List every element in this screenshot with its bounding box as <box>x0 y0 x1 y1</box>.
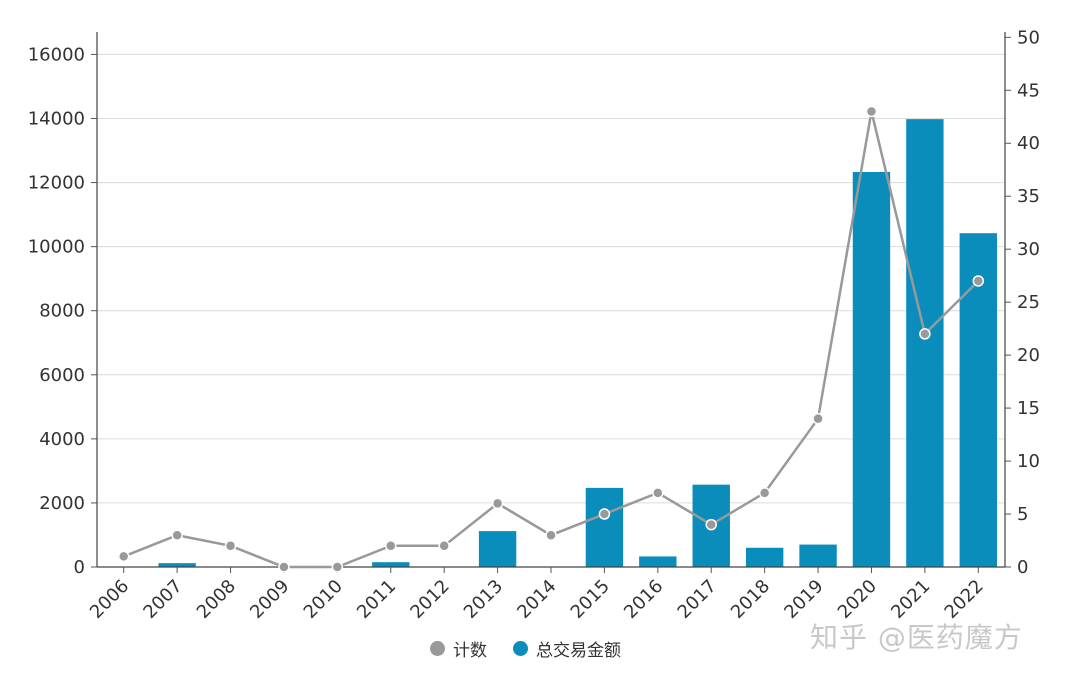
legend-dot-amount-icon <box>513 641 528 656</box>
count-point <box>865 105 878 118</box>
y-left-tick-label: 4000 <box>39 429 85 450</box>
count-point <box>278 561 290 573</box>
bar <box>799 544 837 567</box>
bar <box>745 547 784 567</box>
bar <box>639 556 677 567</box>
y-left-tick-label: 0 <box>74 557 85 578</box>
bar <box>585 487 624 567</box>
legend-label-count: 计数 <box>453 641 487 661</box>
grid-lines <box>97 53 1005 504</box>
y-right-tick-label: 5 <box>1017 504 1028 525</box>
x-tick-label: 2017 <box>674 576 721 623</box>
y-left-tick-label: 12000 <box>28 173 85 194</box>
x-tick-label: 2014 <box>513 576 560 623</box>
y-left-tick-label: 2000 <box>39 493 85 514</box>
y-right-tick-label: 45 <box>1017 80 1040 101</box>
count-point <box>919 328 931 340</box>
count-point <box>224 540 237 552</box>
count-point <box>812 412 824 425</box>
legend: 计数 总交易金额 <box>430 636 621 661</box>
count-point <box>331 561 344 573</box>
y-left-tick-label: 16000 <box>28 44 85 65</box>
y-right-tick-label: 20 <box>1017 345 1040 366</box>
y-left-tick-label: 14000 <box>28 108 85 129</box>
x-tick-label: 2018 <box>727 576 774 623</box>
y-right-tick-label: 50 <box>1017 27 1040 48</box>
x-tick-label: 2007 <box>139 576 186 623</box>
legend-dot-count-icon <box>430 641 445 656</box>
y-right-tick-label: 0 <box>1017 557 1028 578</box>
y-right-tick-label: 15 <box>1017 398 1040 419</box>
count-point <box>758 487 771 499</box>
count-line <box>123 111 980 569</box>
x-tick-label: 2006 <box>86 576 133 623</box>
bar <box>158 563 196 567</box>
y-right-tick-label: 10 <box>1017 451 1040 472</box>
count-point <box>545 529 557 541</box>
legend-item-count[interactable]: 计数 <box>430 636 487 661</box>
count-point <box>652 487 664 499</box>
x-tick-label: 2013 <box>460 576 507 623</box>
line-series-count <box>117 105 985 573</box>
y-right-tick-label: 35 <box>1017 186 1040 207</box>
y-left-tick-label: 10000 <box>28 237 85 258</box>
bar <box>852 171 891 567</box>
count-point <box>598 508 611 520</box>
y-right-tick-label: 30 <box>1017 239 1040 260</box>
axes <box>91 32 1011 573</box>
x-tick-label: 2008 <box>193 576 240 623</box>
count-point <box>171 529 183 541</box>
bar <box>478 531 517 567</box>
y-left-tick-label: 8000 <box>39 301 85 322</box>
bar-series-amount <box>158 119 997 568</box>
count-point <box>385 540 397 552</box>
y-right-tick-label: 25 <box>1017 292 1040 313</box>
x-tick-label: 2011 <box>353 576 400 623</box>
count-point <box>438 540 450 552</box>
x-tick-label: 2009 <box>246 576 293 623</box>
bar <box>906 119 944 567</box>
count-point <box>117 550 130 563</box>
legend-label-amount: 总交易金额 <box>536 641 621 661</box>
count-point <box>972 275 985 287</box>
y-left-tick-label: 6000 <box>39 365 85 386</box>
bar <box>959 233 997 568</box>
x-tick-label: 2015 <box>567 576 614 623</box>
bar <box>372 562 410 567</box>
count-point <box>491 497 504 510</box>
legend-item-amount[interactable]: 总交易金额 <box>513 636 621 661</box>
x-tick-label: 2010 <box>300 576 347 623</box>
count-point <box>705 518 717 531</box>
y-right-tick-label: 40 <box>1017 133 1040 154</box>
x-tick-label: 2012 <box>406 576 453 623</box>
watermark: 知乎 @医药魔方 <box>810 621 1023 654</box>
x-tick-label: 2016 <box>620 576 667 623</box>
